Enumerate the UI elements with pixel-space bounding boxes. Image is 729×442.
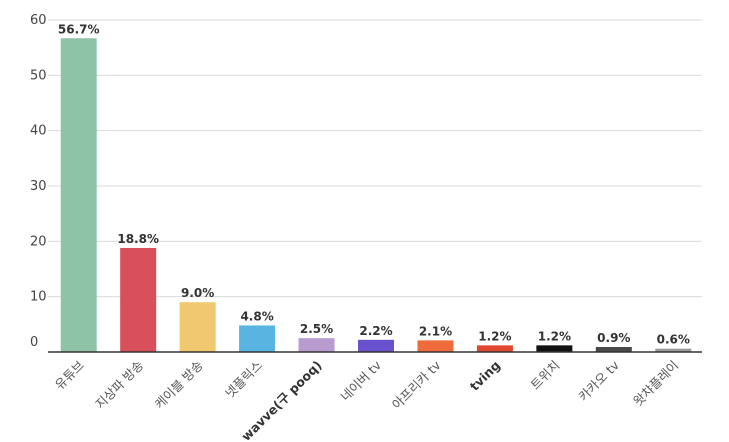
x-tick-label: 왓챠플레이 [630,358,681,409]
data-label: 0.9% [597,331,630,345]
data-label: 4.8% [240,309,273,323]
y-tick-label: 30 [30,179,47,194]
bar [476,345,513,352]
bar [536,345,573,352]
y-tick-label: 20 [30,234,47,249]
x-tick-label: 네이버 tv [338,357,385,404]
x-tick-label: 케이블 방송 [152,358,206,412]
bar [120,247,157,352]
data-label: 2.2% [359,324,392,338]
data-label: 18.8% [117,232,159,246]
data-label: 1.2% [478,329,511,343]
data-label: 1.2% [538,329,571,343]
data-label: 2.1% [419,324,452,338]
x-tick-label: 카카오 tv [575,357,622,404]
y-tick-label: 60 [30,13,47,28]
bar [655,348,692,352]
bars [60,38,692,352]
x-tick-label: 유튜브 [52,358,87,393]
y-axis-ticks: 0 10 20 30 40 50 60 [30,13,47,350]
y-tick-label: 0 [30,335,38,350]
bar [179,302,216,352]
y-tick-label: 40 [30,124,47,139]
x-tick-label: tving [467,358,503,394]
y-tick-label: 50 [30,68,47,83]
bar [239,325,276,352]
data-label: 56.7% [58,22,100,36]
x-tick-label: 아프리카 tv [389,357,444,412]
data-label: 0.6% [657,333,690,347]
bar [595,347,632,352]
y-tick-label: 10 [30,290,47,305]
bar [358,339,394,352]
bar [298,338,335,352]
x-tick-label: 지상파 방송 [92,358,146,412]
data-label: 2.5% [300,322,333,336]
bar [417,340,454,352]
x-tick-label: 트위치 [527,358,562,393]
x-tick-label: 넷플릭스 [222,358,265,401]
data-label: 9.0% [181,286,214,300]
data-labels: 56.7% 18.8% 9.0% 4.8% 2.5% 2.2% 2.1% 1.2% 1.2% 0.… [58,22,690,346]
gridlines [48,19,702,298]
bar [60,38,97,352]
